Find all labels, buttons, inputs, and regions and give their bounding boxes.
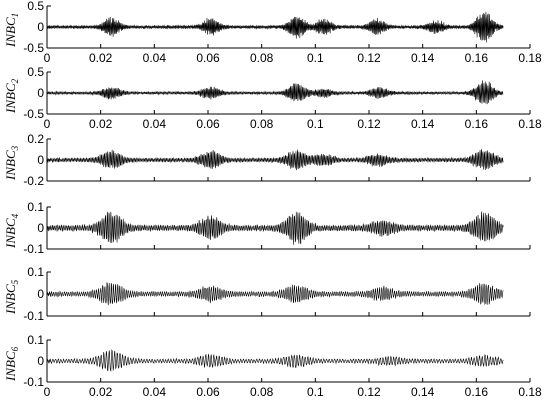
x-tick-label: 0 bbox=[44, 117, 51, 131]
signal-line bbox=[46, 149, 504, 171]
x-tick-label: 0.18 bbox=[518, 385, 542, 399]
x-tick-label: 0.14 bbox=[411, 51, 435, 65]
x-tick-label: 0.08 bbox=[250, 117, 274, 131]
x-tick-label: 0.12 bbox=[357, 385, 381, 399]
x-tick-label: 0.04 bbox=[143, 51, 167, 65]
y-tick-label: -0.5 bbox=[23, 41, 44, 55]
panel-inbc2: 0.50-0.50 0.02 0.04 0.06 0.08 0.1 0.12 0.14 0.16… bbox=[3, 65, 542, 131]
signal-line bbox=[46, 211, 504, 245]
y-tick-label: 0.1 bbox=[27, 265, 44, 279]
x-tick-label: 0.04 bbox=[143, 385, 167, 399]
y-axis-label-text: INBC bbox=[3, 83, 18, 114]
y-tick-label: 0.2 bbox=[27, 132, 44, 146]
signal-line bbox=[46, 11, 504, 43]
y-axis-label-text: INBC bbox=[3, 218, 18, 249]
x-tick-label: 0.04 bbox=[143, 117, 167, 131]
panel-inbc6: 0.10-0.10 0.02 0.04 0.06 0.08 0.1 0.12 0.14 0.16… bbox=[3, 333, 542, 399]
x-tick-label: 0.1 bbox=[307, 117, 324, 131]
x-tick-label: 0.1 bbox=[307, 385, 324, 399]
signal-line bbox=[46, 80, 504, 105]
x-tick-label: 0.1 bbox=[307, 51, 324, 65]
y-axis-label-subscript: 6 bbox=[10, 346, 20, 351]
y-tick-label: 0 bbox=[37, 221, 44, 235]
x-tick-label: 0.12 bbox=[357, 117, 381, 131]
y-axis-label-subscript: 5 bbox=[10, 279, 20, 284]
signal-line bbox=[46, 282, 504, 306]
y-axis-label-text: INBC bbox=[3, 284, 18, 315]
panel-inbc1: 0.50-0.50 0.02 0.04 0.06 0.08 0.1 0.12 0.14 0.16… bbox=[3, 0, 542, 65]
x-tick-label: 0.06 bbox=[196, 385, 220, 399]
y-tick-label: 0 bbox=[37, 153, 44, 167]
signal-line bbox=[46, 349, 504, 372]
y-tick-label: 0 bbox=[37, 354, 44, 368]
y-tick-label: -0.5 bbox=[23, 107, 44, 121]
x-tick-label: 0.18 bbox=[518, 117, 542, 131]
y-tick-label: 0 bbox=[37, 287, 44, 301]
y-axis-label-subscript: 3 bbox=[10, 145, 20, 151]
y-tick-label: 0 bbox=[37, 86, 44, 100]
y-axis-label-subscript: 2 bbox=[10, 78, 20, 83]
x-tick-label: 0.08 bbox=[250, 51, 274, 65]
y-tick-label: -0.1 bbox=[23, 309, 44, 323]
x-tick-label: 0.14 bbox=[411, 385, 435, 399]
x-tick-label: 0.06 bbox=[196, 117, 220, 131]
y-axis-label-subscript: 4 bbox=[10, 213, 20, 218]
x-tick-label: 0.16 bbox=[465, 117, 489, 131]
y-axis-label: INBC3 bbox=[3, 145, 20, 181]
y-axis-label: INBC5 bbox=[3, 279, 20, 315]
y-tick-label: 0 bbox=[37, 20, 44, 34]
y-axis-label: INBC1 bbox=[3, 13, 20, 48]
y-tick-label: -0.1 bbox=[23, 375, 44, 389]
x-tick-label: 0.02 bbox=[89, 51, 113, 65]
x-tick-label: 0.12 bbox=[357, 51, 381, 65]
x-tick-label: 0.16 bbox=[465, 385, 489, 399]
y-tick-label: 0.1 bbox=[27, 333, 44, 347]
y-tick-label: 0.1 bbox=[27, 200, 44, 214]
y-tick-label: -0.1 bbox=[23, 242, 44, 256]
y-axis-label-text: INBC bbox=[3, 17, 18, 48]
x-tick-label: 0.08 bbox=[250, 385, 274, 399]
y-axis-label-subscript: 1 bbox=[10, 13, 20, 18]
y-axis-label: INBC6 bbox=[3, 346, 20, 382]
x-tick-label: 0.18 bbox=[518, 51, 542, 65]
y-tick-label: -0.2 bbox=[23, 174, 44, 188]
x-tick-label: 0 bbox=[44, 51, 51, 65]
y-tick-label: 0.5 bbox=[27, 0, 44, 13]
y-axis-label-text: INBC bbox=[3, 351, 18, 382]
y-axis-label: INBC4 bbox=[3, 213, 20, 249]
y-axis-label-text: INBC bbox=[3, 150, 18, 181]
x-tick-label: 0.14 bbox=[411, 117, 435, 131]
x-tick-label: 0.06 bbox=[196, 51, 220, 65]
y-axis-label: INBC2 bbox=[3, 78, 20, 114]
x-tick-label: 0.02 bbox=[89, 117, 113, 131]
y-tick-label: 0.5 bbox=[27, 65, 44, 79]
x-tick-label: 0.02 bbox=[89, 385, 113, 399]
x-tick-label: 0 bbox=[44, 385, 51, 399]
x-tick-label: 0.16 bbox=[465, 51, 489, 65]
